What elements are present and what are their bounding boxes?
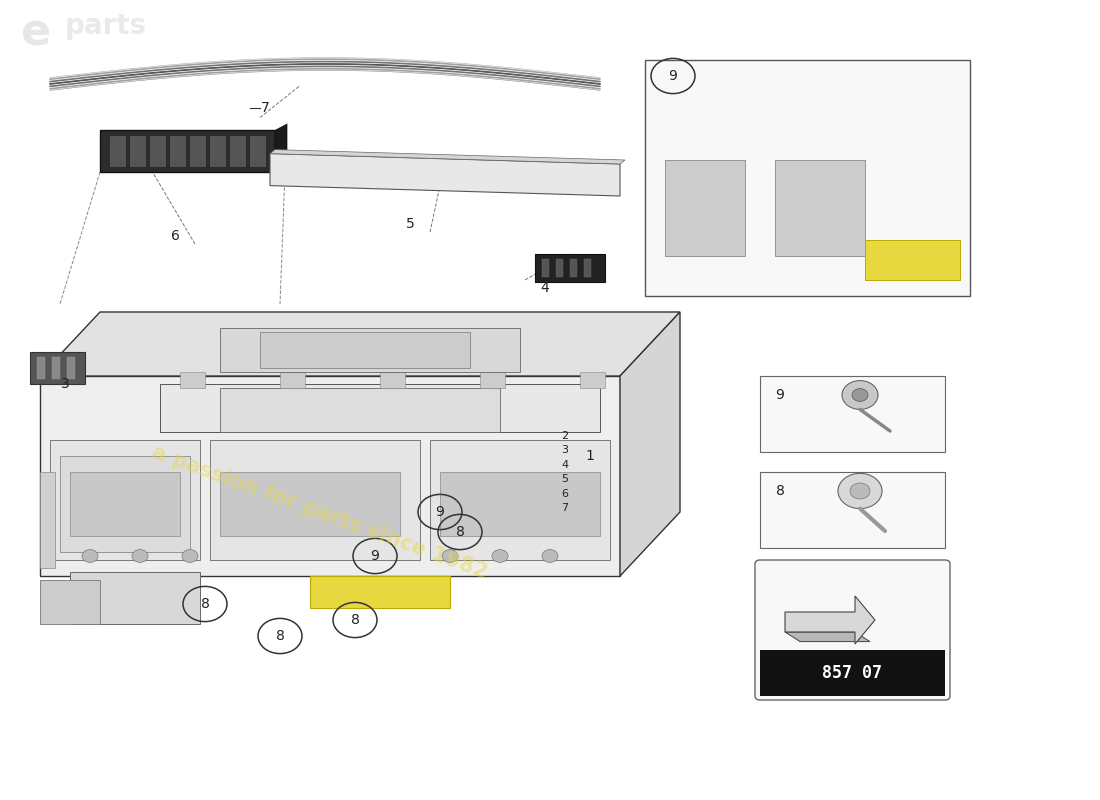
Polygon shape bbox=[190, 136, 205, 166]
Polygon shape bbox=[310, 576, 450, 608]
Polygon shape bbox=[620, 312, 680, 576]
Polygon shape bbox=[542, 259, 549, 277]
Polygon shape bbox=[776, 160, 865, 256]
Polygon shape bbox=[30, 352, 85, 384]
Text: 5: 5 bbox=[406, 217, 415, 231]
Text: 8: 8 bbox=[776, 484, 784, 498]
Text: 2: 2 bbox=[561, 431, 569, 441]
Circle shape bbox=[132, 550, 148, 562]
Polygon shape bbox=[584, 259, 591, 277]
Polygon shape bbox=[785, 632, 870, 642]
Text: 7: 7 bbox=[561, 503, 569, 513]
Circle shape bbox=[182, 550, 198, 562]
FancyBboxPatch shape bbox=[760, 472, 945, 548]
Polygon shape bbox=[260, 332, 470, 368]
Polygon shape bbox=[865, 240, 960, 280]
Text: 8: 8 bbox=[200, 597, 209, 611]
Polygon shape bbox=[785, 596, 874, 644]
Text: 9: 9 bbox=[776, 388, 784, 402]
FancyBboxPatch shape bbox=[645, 60, 970, 296]
Polygon shape bbox=[275, 124, 287, 172]
Text: 9: 9 bbox=[436, 505, 444, 519]
Polygon shape bbox=[50, 440, 200, 560]
Circle shape bbox=[852, 389, 868, 402]
Polygon shape bbox=[250, 136, 265, 166]
Polygon shape bbox=[379, 372, 405, 388]
FancyBboxPatch shape bbox=[760, 376, 945, 452]
Polygon shape bbox=[130, 136, 145, 166]
Polygon shape bbox=[430, 440, 610, 560]
Polygon shape bbox=[210, 136, 225, 166]
Polygon shape bbox=[40, 312, 680, 376]
Polygon shape bbox=[570, 259, 578, 277]
Polygon shape bbox=[666, 160, 745, 256]
FancyBboxPatch shape bbox=[760, 650, 945, 696]
Polygon shape bbox=[230, 136, 245, 166]
Polygon shape bbox=[110, 136, 125, 166]
Polygon shape bbox=[60, 456, 190, 552]
Circle shape bbox=[838, 474, 882, 509]
Text: 3: 3 bbox=[561, 446, 569, 455]
Circle shape bbox=[842, 381, 878, 410]
Polygon shape bbox=[40, 472, 55, 568]
Polygon shape bbox=[480, 372, 505, 388]
Polygon shape bbox=[150, 136, 165, 166]
Polygon shape bbox=[70, 572, 200, 624]
Text: 6: 6 bbox=[170, 229, 179, 243]
Text: 8: 8 bbox=[455, 525, 464, 539]
Polygon shape bbox=[67, 357, 75, 379]
Circle shape bbox=[492, 550, 508, 562]
Polygon shape bbox=[40, 376, 620, 576]
Polygon shape bbox=[280, 372, 305, 388]
Polygon shape bbox=[580, 372, 605, 388]
Polygon shape bbox=[220, 328, 520, 372]
Polygon shape bbox=[270, 154, 620, 196]
Text: 4: 4 bbox=[561, 460, 569, 470]
Text: 4: 4 bbox=[540, 281, 549, 295]
Polygon shape bbox=[52, 357, 60, 379]
Polygon shape bbox=[180, 372, 205, 388]
Polygon shape bbox=[160, 384, 600, 432]
Text: 1: 1 bbox=[585, 449, 594, 463]
Text: 9: 9 bbox=[371, 549, 380, 563]
Text: 6: 6 bbox=[561, 489, 569, 498]
Text: 9: 9 bbox=[669, 69, 678, 83]
Circle shape bbox=[542, 550, 558, 562]
Polygon shape bbox=[535, 254, 605, 282]
Polygon shape bbox=[170, 136, 185, 166]
Text: parts: parts bbox=[65, 12, 147, 40]
Polygon shape bbox=[556, 259, 563, 277]
Text: 8: 8 bbox=[351, 613, 360, 627]
Polygon shape bbox=[220, 472, 400, 536]
Text: 8: 8 bbox=[276, 629, 285, 643]
Polygon shape bbox=[220, 388, 500, 432]
Text: 3: 3 bbox=[60, 377, 69, 391]
Circle shape bbox=[442, 550, 458, 562]
Text: 5: 5 bbox=[561, 474, 569, 484]
Text: a passion for parts since 1982: a passion for parts since 1982 bbox=[150, 442, 491, 582]
Text: e: e bbox=[20, 12, 51, 55]
Polygon shape bbox=[40, 580, 100, 624]
Circle shape bbox=[850, 483, 870, 499]
Circle shape bbox=[82, 550, 98, 562]
Polygon shape bbox=[70, 472, 180, 536]
Polygon shape bbox=[210, 440, 420, 560]
Text: 857 07: 857 07 bbox=[823, 664, 882, 682]
Polygon shape bbox=[100, 130, 275, 172]
Polygon shape bbox=[440, 472, 600, 536]
Polygon shape bbox=[270, 150, 625, 164]
FancyBboxPatch shape bbox=[755, 560, 950, 700]
Polygon shape bbox=[37, 357, 45, 379]
Text: 7: 7 bbox=[261, 101, 270, 115]
